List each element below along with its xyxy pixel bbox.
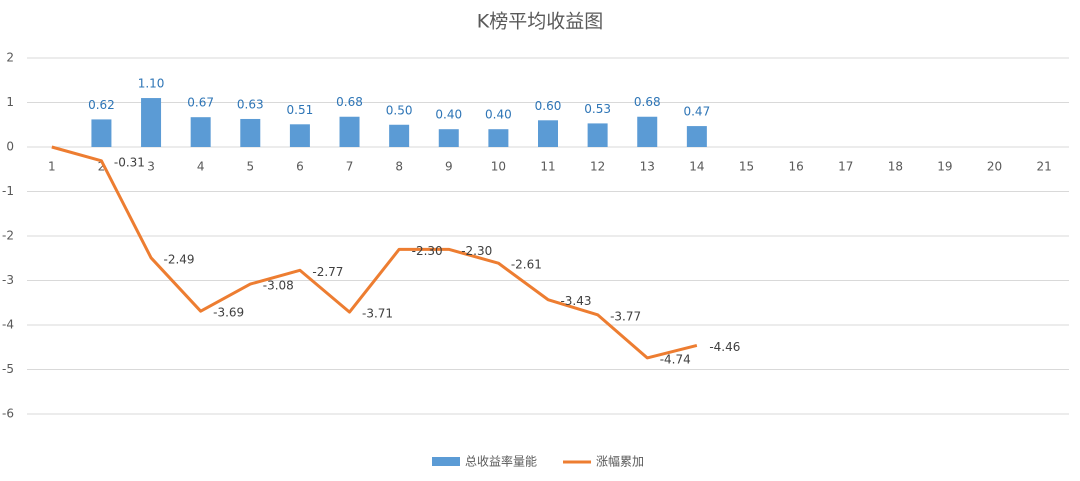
- bar: [686, 126, 707, 147]
- data-label: -2.77: [312, 265, 343, 279]
- x-tick-label: 3: [147, 160, 155, 174]
- x-tick-label: 19: [937, 160, 952, 174]
- x-tick-label: 21: [1037, 160, 1052, 174]
- data-label: 1.10: [138, 77, 165, 91]
- bar: [389, 124, 410, 147]
- data-label: 0.51: [287, 103, 314, 117]
- bar: [91, 119, 112, 147]
- x-tick-label: 17: [838, 160, 853, 174]
- bar: [538, 120, 558, 147]
- x-tick-label: 5: [246, 160, 254, 174]
- data-label: 0.63: [237, 97, 264, 111]
- data-label: 0.67: [187, 96, 214, 110]
- data-label: -2.30: [461, 244, 492, 258]
- data-label: -4.74: [660, 352, 691, 366]
- x-tick-label: 14: [689, 160, 704, 174]
- data-label: -4.46: [709, 340, 740, 354]
- y-tick-label: -4: [2, 318, 14, 332]
- data-label: 0.40: [435, 108, 462, 122]
- y-tick-label: 2: [6, 51, 14, 65]
- data-label: 0.47: [683, 105, 710, 119]
- bar: [637, 116, 658, 147]
- data-label: -3.77: [610, 309, 641, 323]
- y-tick-label: 0: [6, 140, 14, 154]
- data-label: 0.50: [386, 103, 413, 117]
- legend-label: 涨幅累加: [596, 454, 644, 469]
- bar: [240, 118, 261, 147]
- data-label: 0.68: [336, 95, 363, 109]
- bar: [289, 124, 310, 147]
- bar: [587, 123, 608, 147]
- data-label: 0.53: [584, 102, 611, 116]
- data-label: -2.30: [412, 244, 443, 258]
- x-tick-label: 6: [296, 160, 304, 174]
- legend-swatch: [432, 457, 460, 466]
- line: [51, 145, 698, 360]
- data-label: -3.69: [213, 306, 244, 320]
- legend-label: 总收益率量能: [465, 454, 537, 469]
- data-label: -3.43: [560, 294, 591, 308]
- data-label: -2.61: [511, 258, 542, 272]
- x-tick-label: 2: [98, 160, 106, 174]
- data-label: 0.40: [485, 108, 512, 122]
- data-label: 0.60: [535, 99, 562, 113]
- x-tick-label: 12: [590, 160, 605, 174]
- x-tick-label: 7: [346, 160, 354, 174]
- bar: [141, 98, 162, 147]
- data-label: -3.08: [263, 279, 294, 293]
- x-tick-label: 15: [739, 160, 754, 174]
- y-tick-label: -2: [2, 229, 14, 243]
- x-tick-label: 16: [788, 160, 803, 174]
- x-tick-label: 10: [491, 160, 506, 174]
- y-tick-label: -3: [2, 273, 14, 287]
- x-tick-label: 8: [395, 160, 403, 174]
- bar: [488, 129, 509, 147]
- y-tick-label: -6: [2, 407, 14, 421]
- data-label: 0.62: [88, 98, 115, 112]
- y-tick-label: -5: [2, 362, 14, 376]
- y-tick-label: 1: [6, 95, 14, 109]
- data-label: -0.31: [114, 155, 145, 169]
- x-tick-label: 11: [540, 160, 555, 174]
- x-tick-label: 20: [987, 160, 1002, 174]
- data-label: -3.71: [362, 307, 393, 321]
- x-tick-label: 9: [445, 160, 453, 174]
- data-label: -2.49: [164, 252, 195, 266]
- chart-title: K榜平均收益图: [477, 11, 603, 33]
- y-tick-label: -1: [2, 184, 14, 198]
- bar: [190, 117, 211, 147]
- x-tick-label: 18: [888, 160, 903, 174]
- x-tick-label: 13: [640, 160, 655, 174]
- x-tick-label: 1: [48, 160, 56, 174]
- bar: [438, 129, 459, 147]
- data-label: 0.68: [634, 95, 661, 109]
- bar: [339, 116, 360, 147]
- x-tick-label: 4: [197, 160, 205, 174]
